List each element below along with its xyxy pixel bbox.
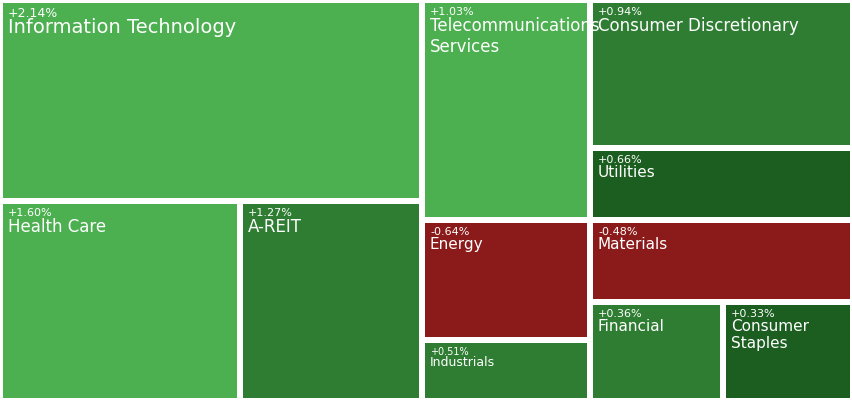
Text: +1.03%: +1.03% (429, 7, 474, 17)
Bar (592, 305, 719, 398)
Text: Telecommunications
Services: Telecommunications Services (429, 17, 599, 56)
Text: Materials: Materials (597, 237, 667, 252)
Bar (592, 223, 849, 299)
Bar (424, 223, 586, 337)
Text: +0.51%: +0.51% (429, 347, 468, 357)
Text: Industrials: Industrials (429, 356, 494, 369)
Bar (424, 3, 586, 217)
Text: +1.60%: +1.60% (8, 208, 53, 218)
Text: +1.27%: +1.27% (248, 208, 292, 218)
Text: Information Technology: Information Technology (8, 18, 236, 37)
Text: -0.64%: -0.64% (429, 227, 469, 237)
Bar (424, 343, 586, 398)
Text: Energy: Energy (429, 237, 483, 252)
Bar (725, 305, 849, 398)
Text: +0.36%: +0.36% (597, 309, 642, 319)
Bar (592, 3, 849, 145)
Text: Consumer
Staples: Consumer Staples (730, 319, 808, 351)
Text: +0.33%: +0.33% (730, 309, 774, 319)
Text: +2.14%: +2.14% (8, 7, 58, 20)
Text: A-REIT: A-REIT (248, 218, 302, 236)
Bar (3, 3, 418, 198)
Text: Utilities: Utilities (597, 165, 655, 180)
Text: Financial: Financial (597, 319, 664, 334)
Bar (3, 204, 237, 398)
Text: +0.66%: +0.66% (597, 155, 642, 165)
Bar (592, 151, 849, 217)
Text: Health Care: Health Care (8, 218, 106, 236)
Text: Consumer Discretionary: Consumer Discretionary (597, 17, 797, 35)
Text: +0.94%: +0.94% (597, 7, 642, 17)
Bar (243, 204, 418, 398)
Text: -0.48%: -0.48% (597, 227, 636, 237)
